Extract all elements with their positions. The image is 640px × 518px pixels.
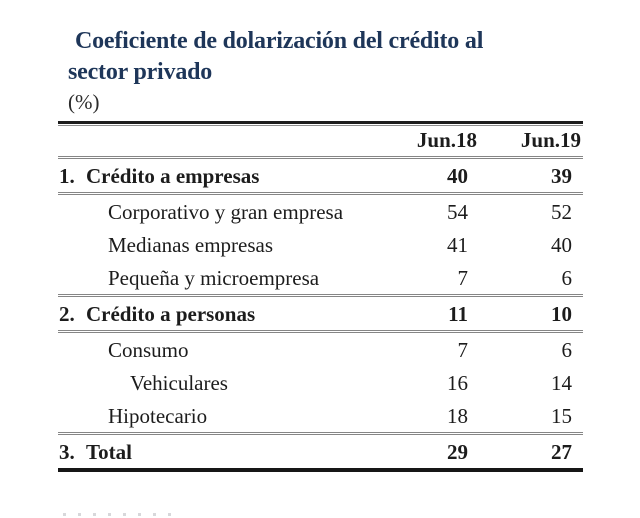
- value-jun19: 14: [551, 371, 572, 395]
- table-top-rule: [58, 121, 583, 126]
- report-table-panel: Coeficiente de dolarización del crédito …: [58, 26, 598, 472]
- row-label: 2. Crédito a personas: [58, 295, 378, 333]
- page-title-line1: Coeficiente de dolarización del crédito …: [75, 28, 484, 54]
- table-row-corporativo: Corporativo y gran empresa 54 52: [58, 194, 583, 229]
- table-header-row: Jun.18 Jun.19: [58, 126, 583, 159]
- value-jun18: 11: [378, 295, 479, 333]
- value-jun19: 15: [479, 399, 583, 435]
- cutoff-text-fragment: [63, 513, 181, 516]
- row-label: 1. Crédito a empresas: [58, 157, 378, 195]
- header-empty-cell: [58, 126, 378, 159]
- row-label-text: Total: [86, 440, 132, 464]
- value-jun19: 6: [561, 338, 573, 362]
- value-jun18: 18: [378, 399, 479, 435]
- row-label: Vehiculares: [130, 371, 228, 395]
- row-label: Medianas empresas: [108, 233, 274, 257]
- value-jun19: 27: [479, 433, 583, 472]
- dolarization-table: Jun.18 Jun.19 1. Crédito a empresas 40 39…: [58, 126, 583, 472]
- table-row-vehiculares: Vehiculares 16 14: [58, 366, 583, 399]
- row-label: Consumo: [108, 338, 189, 362]
- value-jun19: 10: [479, 295, 583, 333]
- column-header-jun18: Jun.18: [378, 126, 479, 159]
- table-row-consumo: Consumo 7 6: [58, 332, 583, 367]
- page-title-line2: sector privado: [68, 59, 213, 85]
- row-label: Corporativo y gran empresa: [108, 200, 344, 224]
- value-jun18: 7: [457, 338, 469, 362]
- row-label: Pequeña y microempresa: [58, 261, 378, 297]
- value-jun18: 16: [447, 371, 468, 395]
- column-header-jun19: Jun.19: [479, 126, 583, 159]
- page-title: Coeficiente de dolarización del crédito …: [68, 26, 573, 88]
- value-jun19: 6: [479, 261, 583, 297]
- unit-label: (%): [68, 90, 100, 114]
- row-label-text: Crédito a personas: [86, 302, 256, 326]
- value-jun18: 29: [378, 433, 479, 472]
- value-jun18: 41: [447, 233, 468, 257]
- value-jun19: 39: [479, 157, 583, 195]
- table-row-pequena: Pequeña y microempresa 7 6: [58, 261, 583, 297]
- row-label-text: Crédito a empresas: [86, 164, 260, 188]
- row-label: 3. Total: [58, 433, 378, 472]
- value-jun19: 52: [551, 200, 572, 224]
- table-row-credito-empresas: 1. Crédito a empresas 40 39: [58, 157, 583, 195]
- table-row-medianas: Medianas empresas 41 40: [58, 228, 583, 261]
- table-row-hipotecario: Hipotecario 18 15: [58, 399, 583, 435]
- value-jun19: 40: [551, 233, 572, 257]
- row-number: 3.: [59, 440, 75, 464]
- row-number: 1.: [59, 164, 75, 188]
- value-jun18: 40: [378, 157, 479, 195]
- row-number: 2.: [59, 302, 75, 326]
- value-jun18: 54: [447, 200, 468, 224]
- row-label: Hipotecario: [58, 399, 378, 435]
- value-jun18: 7: [378, 261, 479, 297]
- table-row-credito-personas: 2. Crédito a personas 11 10: [58, 295, 583, 333]
- table-row-total: 3. Total 29 27: [58, 433, 583, 472]
